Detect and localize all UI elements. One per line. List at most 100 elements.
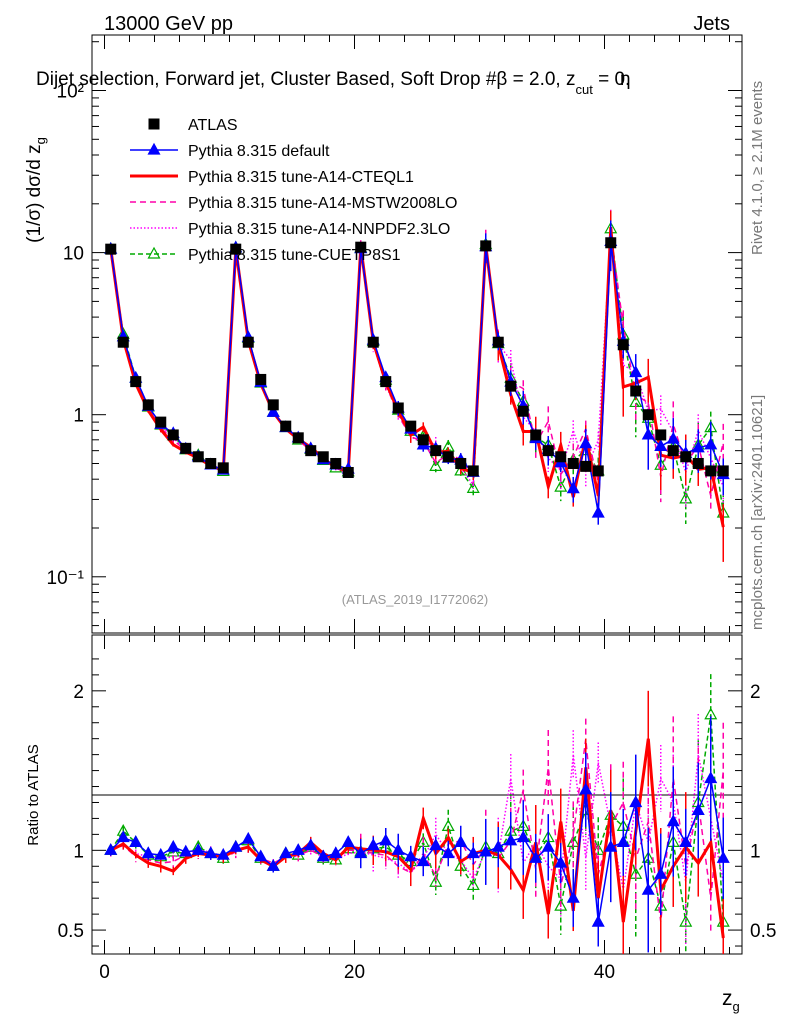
mcplots-source-note: mcplots.cern.ch [arXiv:2401.10621] bbox=[749, 395, 766, 630]
atlas-data-point bbox=[542, 445, 554, 457]
x-tick-label: 40 bbox=[594, 962, 615, 983]
x-tick-label: 20 bbox=[344, 962, 365, 983]
atlas-data-point bbox=[705, 465, 717, 477]
y-axis-label: (1/σ) dσ/d zg bbox=[24, 137, 48, 243]
series-1-main bbox=[104, 220, 730, 525]
atlas-data-point bbox=[480, 240, 492, 252]
y-axis-label-sub: g bbox=[33, 137, 48, 144]
x-axis-label: zg bbox=[722, 987, 740, 1014]
legend-label-3: Pythia 8.315 tune-A14-MSTW2008LO bbox=[188, 195, 457, 212]
plot-title: Dijet selection, Forward jet, Cluster Ba… bbox=[36, 69, 630, 97]
atlas-data-point bbox=[505, 380, 517, 392]
atlas-data-point bbox=[580, 460, 592, 472]
atlas-data-point bbox=[342, 466, 354, 478]
atlas-data-point bbox=[442, 451, 454, 463]
legend-label-0: ATLAS bbox=[188, 117, 238, 134]
atlas-data-point bbox=[430, 445, 442, 457]
atlas-data-point bbox=[192, 451, 204, 463]
series-4-ratio bbox=[110, 713, 725, 953]
plot-title-tail: = 0. bbox=[593, 69, 631, 90]
analysis-id-label: (ATLAS_2019_I1772062) bbox=[342, 592, 488, 607]
series-1-marker bbox=[579, 436, 593, 449]
y-tick-label: 10² bbox=[57, 82, 84, 103]
atlas-data-point bbox=[242, 336, 254, 348]
ratio-tick-label-right: 0.5 bbox=[750, 921, 776, 942]
ratio-series-layer bbox=[104, 674, 730, 954]
legend-label-2: Pythia 8.315 tune-A14-CTEQL1 bbox=[188, 169, 414, 186]
atlas-data-point bbox=[667, 445, 679, 457]
series-1-ratio-marker bbox=[191, 843, 205, 855]
series-5-marker bbox=[554, 479, 568, 492]
series-5-ratio-marker bbox=[591, 843, 605, 855]
atlas-data-point bbox=[467, 465, 479, 477]
legend-marker-5 bbox=[147, 246, 161, 259]
atlas-data-point bbox=[117, 336, 129, 348]
atlas-data-point bbox=[455, 457, 467, 469]
legend-marker-atlas bbox=[148, 118, 160, 130]
observable-group-label: Jets bbox=[693, 13, 730, 35]
atlas-data-point bbox=[517, 405, 529, 417]
main-series-layer bbox=[104, 209, 730, 562]
atlas-data-point bbox=[305, 445, 317, 457]
atlas-data-point bbox=[155, 416, 167, 428]
ratio-tick-label-right: 1 bbox=[750, 841, 761, 862]
atlas-data-point bbox=[530, 429, 542, 441]
atlas-data-point bbox=[655, 429, 667, 441]
legend-label-4: Pythia 8.315 tune-A14-NNPDF2.3LO bbox=[188, 221, 450, 238]
atlas-data-point bbox=[217, 462, 229, 474]
atlas-data-point bbox=[130, 376, 142, 388]
ratio-y-axis-label: Ratio to ATLAS bbox=[25, 744, 42, 845]
ratio-tick-label-right: 2 bbox=[750, 682, 761, 703]
atlas-data-point bbox=[555, 451, 567, 463]
atlas-data-point bbox=[630, 385, 642, 397]
atlas-data-point bbox=[617, 339, 629, 351]
atlas-data-point bbox=[392, 402, 404, 414]
y-tick-label: 10 bbox=[63, 244, 84, 265]
y-tick-label: 10⁻¹ bbox=[47, 568, 85, 589]
series-5-marker bbox=[429, 459, 443, 471]
atlas-data-point bbox=[592, 465, 604, 477]
x-tick-label: 0 bbox=[99, 962, 110, 983]
legend: ATLAS Pythia 8.315 default Pythia 8.315 tu… bbox=[130, 117, 457, 264]
atlas-data-point bbox=[230, 243, 242, 255]
ratio-tick-label: 2 bbox=[73, 682, 84, 703]
atlas-data-point bbox=[380, 376, 392, 388]
atlas-data-point bbox=[367, 336, 379, 348]
atlas-data-point bbox=[355, 241, 367, 253]
series-1-line bbox=[110, 241, 724, 514]
legend-label-5: Pythia 8.315 tune-CUETP8S1 bbox=[188, 247, 401, 264]
atlas-data-point bbox=[142, 399, 154, 411]
legend-label-1: Pythia 8.315 default bbox=[188, 143, 330, 160]
atlas-data-point bbox=[280, 420, 292, 432]
y-tick-label: 1 bbox=[73, 406, 84, 427]
atlas-data-point bbox=[405, 420, 417, 432]
series-1-ratio-marker bbox=[516, 830, 530, 843]
atlas-data-point bbox=[317, 451, 329, 463]
rivet-version-note: Rivet 4.1.0, ≥ 2.1M events bbox=[749, 81, 766, 255]
atlas-data-point bbox=[105, 243, 117, 255]
series-3-ratio-line bbox=[110, 738, 725, 923]
atlas-data-points bbox=[105, 237, 729, 478]
plot-title-sub: cut bbox=[575, 82, 593, 97]
series-1-ratio-line bbox=[110, 775, 725, 923]
atlas-data-point bbox=[330, 457, 342, 469]
series-5-marker bbox=[466, 481, 480, 493]
atlas-data-point bbox=[292, 432, 304, 444]
atlas-data-point bbox=[567, 457, 579, 469]
atlas-data-point bbox=[255, 373, 267, 385]
series-1-marker bbox=[704, 437, 718, 450]
atlas-data-point bbox=[492, 336, 504, 348]
atlas-data-point bbox=[680, 451, 692, 463]
collision-energy-label: 13000 GeV pp bbox=[104, 13, 233, 35]
main-plot-frame bbox=[91, 34, 743, 634]
x-axis-label-main: z bbox=[722, 987, 733, 1010]
atlas-data-point bbox=[267, 399, 279, 411]
plot-title-main: Dijet selection, Forward jet, Cluster Ba… bbox=[36, 69, 575, 90]
series-1-ratio bbox=[104, 716, 730, 953]
atlas-data-point bbox=[717, 465, 729, 477]
series-5-line bbox=[110, 228, 725, 514]
axis-ticks: 0 20 40 10⁻¹ 1 10 10² 0.5 0.5 1 1 2 2 bbox=[47, 35, 776, 983]
atlas-data-point bbox=[642, 409, 654, 421]
series-1-ratio-marker bbox=[329, 846, 343, 859]
ratio-tick-label: 1 bbox=[73, 841, 84, 862]
